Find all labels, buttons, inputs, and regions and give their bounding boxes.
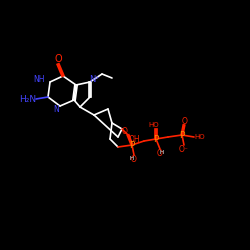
Text: P: P: [129, 140, 135, 149]
Text: HO: HO: [195, 134, 205, 140]
Text: NH: NH: [34, 74, 45, 84]
Text: O: O: [182, 116, 188, 126]
Text: O: O: [122, 126, 128, 136]
Text: O: O: [157, 148, 163, 158]
Text: HO: HO: [149, 122, 159, 128]
Text: H₂N: H₂N: [20, 94, 36, 104]
Text: P: P: [179, 130, 185, 140]
Text: N: N: [53, 104, 59, 114]
Text: H: H: [160, 150, 164, 154]
Text: OH: OH: [128, 136, 140, 144]
Text: N⁺: N⁺: [90, 76, 101, 84]
Text: O⁻: O⁻: [179, 146, 189, 154]
Text: P: P: [153, 134, 159, 143]
Text: H: H: [130, 156, 134, 162]
Text: O: O: [54, 54, 62, 64]
Text: O: O: [131, 156, 137, 164]
